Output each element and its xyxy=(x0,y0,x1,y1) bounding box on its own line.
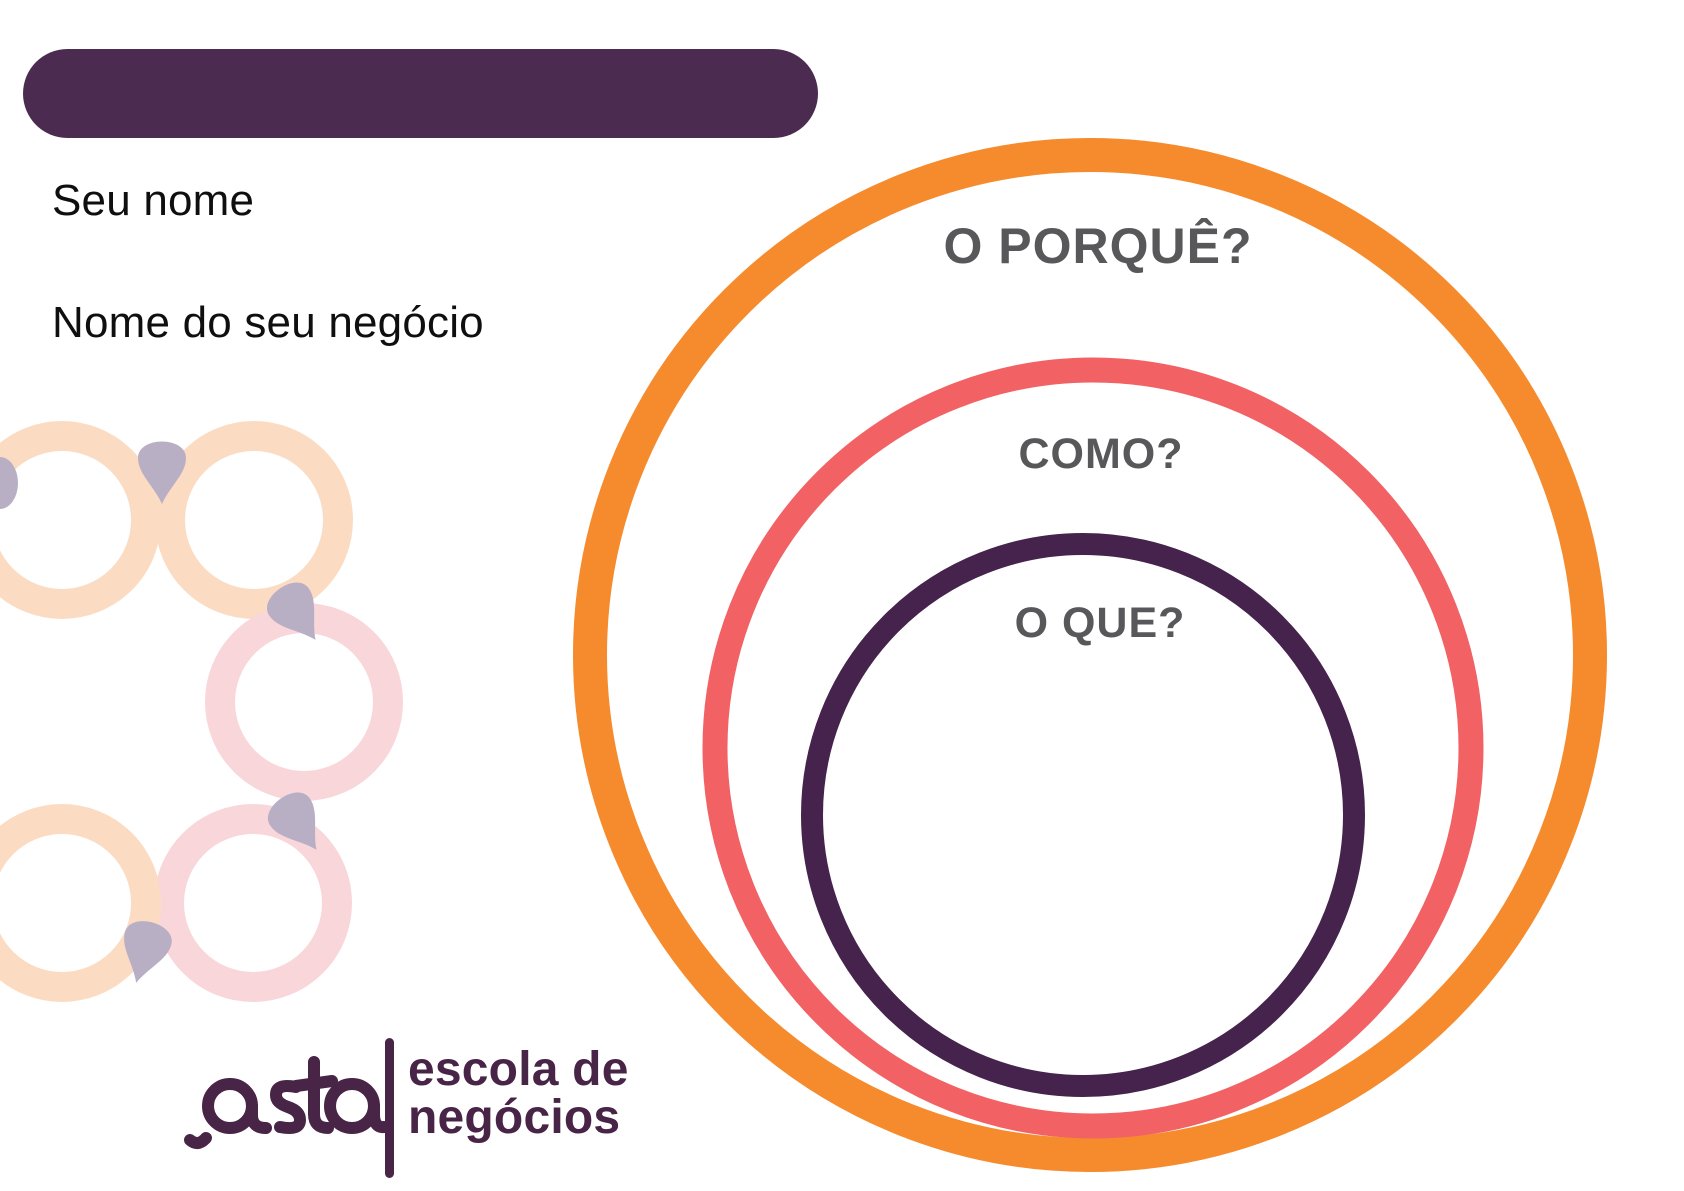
asta-logo-script xyxy=(184,1056,390,1149)
logo-line2: negócios xyxy=(408,1091,621,1144)
ring-what xyxy=(801,533,1365,1097)
connector-blob xyxy=(124,921,172,983)
ring-why xyxy=(573,138,1607,1172)
label-why: O PORQUÊ? xyxy=(943,218,1252,274)
logo-line1: escola de xyxy=(408,1043,629,1096)
decoration-ring xyxy=(155,421,353,619)
script-stroke xyxy=(246,1100,272,1134)
decoration-ring xyxy=(0,804,161,1002)
connector-blob xyxy=(267,582,316,640)
name-label: Seu nome xyxy=(52,176,255,225)
ring-how xyxy=(702,357,1484,1139)
script-stroke xyxy=(184,1132,212,1149)
label-how: COMO? xyxy=(1018,430,1183,478)
business-name-label: Nome do seu negócio xyxy=(52,298,484,347)
script-stroke xyxy=(324,1078,380,1134)
script-stroke xyxy=(308,1056,334,1134)
script-stroke xyxy=(368,1100,390,1134)
title-pill xyxy=(23,49,818,138)
decoration-connectors xyxy=(0,441,317,983)
decoration-ring xyxy=(154,804,352,1002)
script-stroke xyxy=(290,1075,338,1092)
script-stroke xyxy=(269,1080,307,1135)
label-what: O QUE? xyxy=(1015,599,1186,647)
asta-logo: escola de negócios xyxy=(90,1030,628,1180)
logo-divider xyxy=(385,1038,394,1178)
decoration-ring xyxy=(0,421,161,619)
logo-wordmark: escola de negócios xyxy=(408,1046,629,1142)
connector-blob xyxy=(138,441,186,504)
asta-rings-decoration xyxy=(0,421,403,1002)
connector-blob xyxy=(0,457,18,509)
connector-blob xyxy=(268,792,317,850)
script-stroke xyxy=(202,1078,258,1134)
